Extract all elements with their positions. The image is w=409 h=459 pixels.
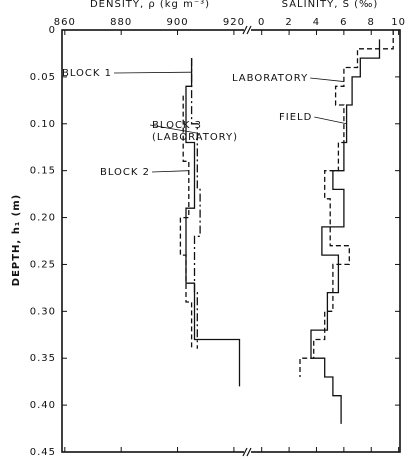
series-label: FIELD bbox=[279, 112, 312, 123]
leader-line bbox=[314, 116, 347, 125]
x-tick-label: 880 bbox=[110, 17, 132, 28]
axis-break bbox=[242, 25, 252, 457]
y-axis-title: DEPTH, h₁ (m) bbox=[11, 194, 22, 286]
y-tick-label: 0.25 bbox=[30, 259, 56, 270]
profile-line bbox=[310, 39, 381, 424]
plot-frame bbox=[61, 29, 401, 453]
x-tick-label: 900 bbox=[166, 17, 188, 28]
y-tick-label: 0 bbox=[49, 25, 56, 36]
profile-line bbox=[190, 58, 201, 349]
x-tick-label: 6 bbox=[340, 17, 347, 28]
y-tick-label: 0.35 bbox=[30, 353, 56, 364]
profile-line bbox=[185, 58, 241, 387]
profile-line bbox=[179, 95, 193, 349]
series-label: BLOCK 1 bbox=[62, 68, 112, 79]
y-tick-label: 0.15 bbox=[30, 166, 56, 177]
leader-line bbox=[113, 71, 192, 74]
x-tick-label: 920 bbox=[223, 17, 245, 28]
x-axis-title: SALINITY, S (‰) bbox=[282, 0, 379, 10]
leader-line bbox=[149, 124, 198, 134]
y-tick-label: 0.45 bbox=[30, 447, 56, 458]
y-tick-label: 0.30 bbox=[30, 306, 56, 317]
y-tick-label: 0.20 bbox=[30, 213, 56, 224]
x-tick-label: 0 bbox=[258, 17, 265, 28]
x-tick-label: 8 bbox=[368, 17, 375, 28]
series-label: BLOCK 2 bbox=[100, 167, 150, 178]
leader-line bbox=[310, 77, 344, 82]
y-tick-label: 0.40 bbox=[30, 400, 56, 411]
x-tick-label: 4 bbox=[313, 17, 320, 28]
x-axis-title: DENSITY, ρ (kg m⁻³) bbox=[90, 0, 210, 10]
series-label: BLOCK 3 (LABORATORY) bbox=[152, 120, 238, 143]
y-tick-label: 0.05 bbox=[30, 72, 56, 83]
y-tick-label: 0.10 bbox=[30, 119, 56, 130]
profile-line bbox=[299, 30, 394, 377]
x-tick-label: 2 bbox=[285, 17, 292, 28]
x-tick-label: 860 bbox=[54, 17, 76, 28]
leader-line bbox=[151, 170, 189, 173]
series-label: LABORATORY bbox=[232, 73, 308, 84]
x-tick-label: 10 bbox=[391, 17, 406, 28]
